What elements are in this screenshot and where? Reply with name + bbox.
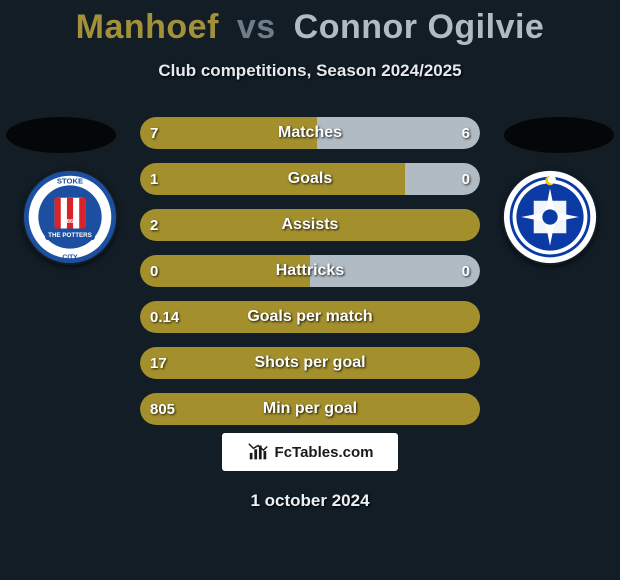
stat-value-left: 1 <box>140 163 168 195</box>
stat-value-left: 0.14 <box>140 301 189 333</box>
comparison-title: Manhoef vs Connor Ogilvie <box>0 0 620 47</box>
stat-bar-row: 805Min per goal <box>140 393 480 425</box>
stat-bar-fill-left <box>140 163 405 195</box>
svg-text:1863: 1863 <box>64 219 77 225</box>
vs-separator: vs <box>237 8 276 46</box>
player1-name: Manhoef <box>76 8 219 46</box>
stoke-city-crest-icon: STOKE CITY THE POTTERS 1863 <box>22 169 118 265</box>
stat-bar-fill-left <box>140 301 480 333</box>
club-crest-left: STOKE CITY THE POTTERS 1863 <box>22 169 118 265</box>
portsmouth-crest-icon <box>502 169 598 265</box>
player2-name: Connor Ogilvie <box>294 8 545 46</box>
brand-text: FcTables.com <box>275 444 374 461</box>
stat-bar-row: 00Hattricks <box>140 255 480 287</box>
svg-text:STOKE: STOKE <box>57 176 83 185</box>
stat-bar-row: 10Goals <box>140 163 480 195</box>
club-crest-right <box>502 169 598 265</box>
stat-value-right: 0 <box>452 255 480 287</box>
stat-bar-fill-left <box>140 393 480 425</box>
stat-bar-fill-left <box>140 209 480 241</box>
stat-value-left: 17 <box>140 347 177 379</box>
stat-bar-fill-left <box>140 347 480 379</box>
stat-value-right: 6 <box>452 117 480 149</box>
left-shadow-ellipse <box>6 117 116 153</box>
stat-value-right: 0 <box>452 163 480 195</box>
stat-value-left: 805 <box>140 393 185 425</box>
svg-text:CITY: CITY <box>62 254 78 261</box>
stat-bar-row: 0.14Goals per match <box>140 301 480 333</box>
comparison-canvas: STOKE CITY THE POTTERS 1863 <box>0 93 620 533</box>
right-shadow-ellipse <box>504 117 614 153</box>
stat-bar-row: 76Matches <box>140 117 480 149</box>
stat-value-left: 7 <box>140 117 168 149</box>
stat-value-left: 0 <box>140 255 168 287</box>
stat-bar-row: 17Shots per goal <box>140 347 480 379</box>
stat-bars: 76Matches10Goals2Assists00Hattricks0.14G… <box>140 117 480 439</box>
svg-text:THE POTTERS: THE POTTERS <box>48 232 92 239</box>
bar-chart-icon <box>247 441 269 463</box>
stat-value-left: 2 <box>140 209 168 241</box>
stat-bar-row: 2Assists <box>140 209 480 241</box>
date-text: 1 october 2024 <box>0 491 620 511</box>
brand-badge: FcTables.com <box>222 433 398 471</box>
subtitle: Club competitions, Season 2024/2025 <box>0 61 620 81</box>
